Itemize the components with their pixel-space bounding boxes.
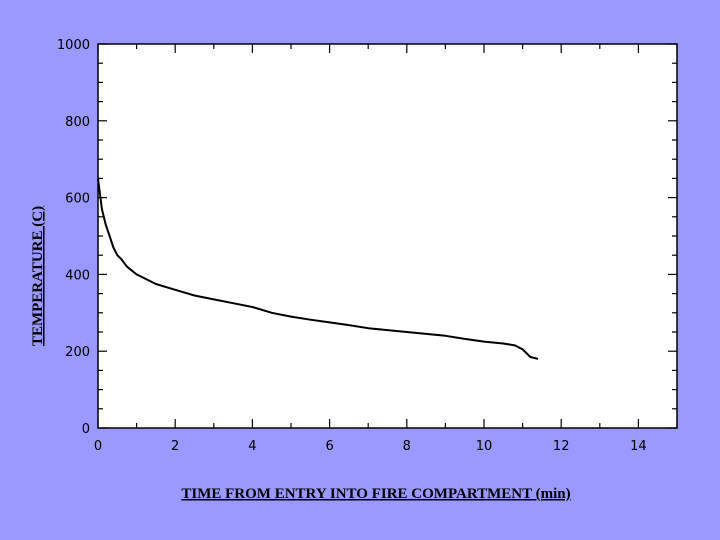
x-tick-label: 0 xyxy=(94,439,102,454)
temperature-series-line xyxy=(97,178,539,360)
x-tick-label: 2 xyxy=(171,439,179,454)
y-tick-label: 1000 xyxy=(57,38,90,53)
plot-frame xyxy=(97,43,678,429)
x-tick-label: 8 xyxy=(403,439,411,454)
x-axis-title: TIME FROM ENTRY INTO FIRE COMPARTMENT (m… xyxy=(181,486,570,502)
y-axis-title: TEMPERATURE (C) xyxy=(30,206,46,346)
y-tick-label: 0 xyxy=(82,422,90,437)
y-tick-label: 600 xyxy=(65,192,90,207)
y-tick-label: 400 xyxy=(65,268,90,283)
x-tick-label: 10 xyxy=(476,439,493,454)
x-tick-label: 12 xyxy=(553,439,570,454)
x-tick-label: 6 xyxy=(325,439,333,454)
x-tick-label: 14 xyxy=(630,439,647,454)
tick-labels-layer: 0 2 4 6 8 10 12 14 0 200 400 600 800 1000 xyxy=(57,38,647,454)
series-layer xyxy=(97,178,539,360)
ticks-layer xyxy=(97,43,678,429)
y-tick-label: 800 xyxy=(65,115,90,130)
x-tick-label: 4 xyxy=(248,439,256,454)
y-tick-label: 200 xyxy=(65,345,90,360)
